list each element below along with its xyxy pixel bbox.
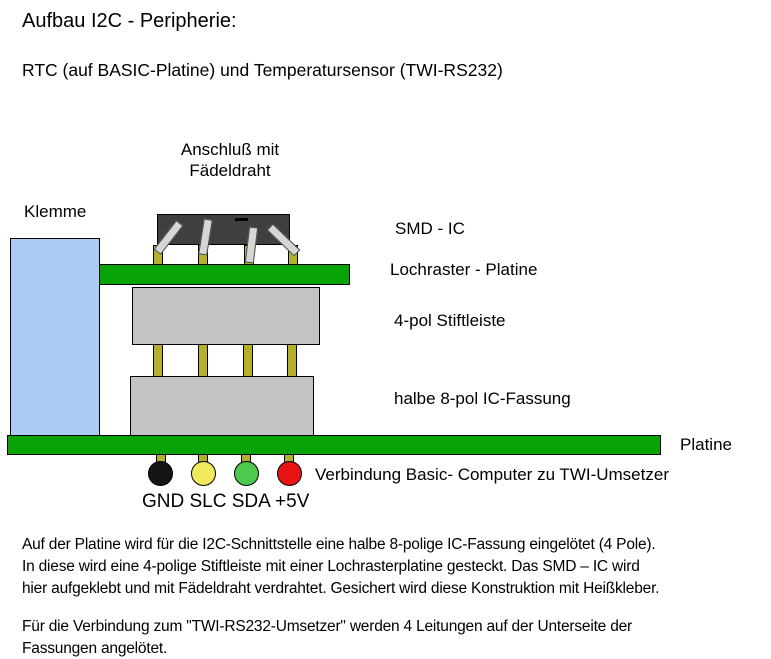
stiftleiste-block: [132, 287, 320, 345]
lochraster-board: [99, 264, 350, 285]
label-klemme: Klemme: [24, 202, 87, 221]
page-subtitle: RTC (auf BASIC-Platine) und Temperaturse…: [22, 60, 503, 80]
pin: [198, 344, 208, 377]
connector-dot-gnd: [148, 461, 173, 486]
pin: [243, 344, 253, 377]
label-verbindung: Verbindung Basic- Computer zu TWI-Umsetz…: [315, 465, 669, 484]
label-smd-ic: SMD - IC: [395, 219, 465, 238]
ic-orientation-mark: [235, 218, 248, 221]
platine-board: [7, 435, 661, 455]
connector-dot-5v: [277, 461, 302, 486]
page-title: Aufbau I2C - Peripherie:: [22, 10, 237, 32]
paragraph-construction: Auf der Platine wird für die I2C-Schnitt…: [22, 536, 660, 597]
connector-dot-slc: [191, 461, 216, 486]
label-ic-fassung: halbe 8-pol IC-Fassung: [394, 389, 571, 408]
ic-fassung-block: [130, 376, 314, 436]
connector-dot-sda: [234, 461, 259, 486]
pin: [153, 344, 163, 377]
paragraph-connection: Für die Verbindung zum "TWI-RS232-Umsetz…: [22, 618, 633, 657]
label-stiftleiste: 4-pol Stiftleiste: [394, 311, 506, 330]
label-anschluss-faedeldraht: Anschluß mit Fädeldraht: [180, 140, 280, 180]
label-lochraster-platine: Lochraster - Platine: [390, 260, 538, 279]
label-platine: Platine: [680, 435, 732, 454]
pin: [287, 344, 297, 377]
klemme-block: [10, 238, 100, 436]
label-pin-names: GND SLC SDA +5V: [142, 491, 310, 512]
